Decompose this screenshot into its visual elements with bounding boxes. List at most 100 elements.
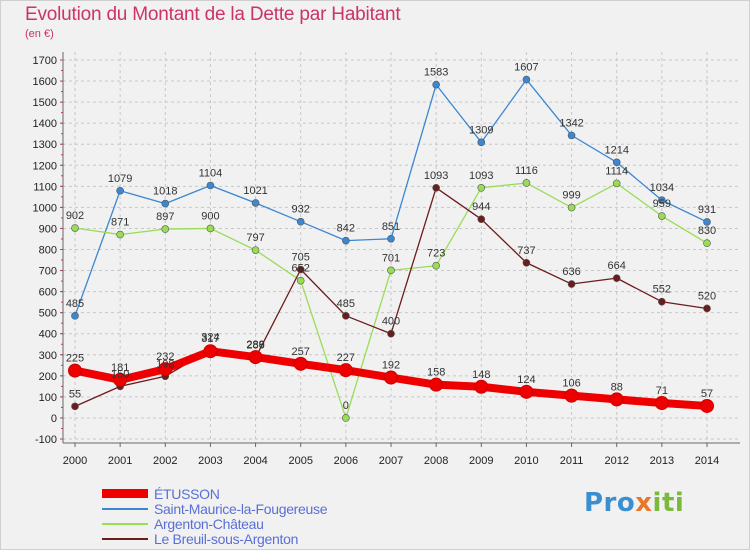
- data-point: [71, 312, 79, 320]
- data-label: 225: [66, 353, 84, 365]
- chart-subtitle: (en €): [25, 28, 54, 40]
- data-point: [338, 363, 353, 378]
- data-label: 932: [292, 204, 310, 216]
- x-tick-label: 2000: [63, 455, 87, 467]
- data-point: [703, 304, 711, 313]
- proxiti-logo: Proxiti: [584, 488, 685, 518]
- data-point: [342, 312, 350, 320]
- data-label: 55: [69, 388, 81, 400]
- x-tick-label: 2008: [424, 455, 448, 467]
- data-point: [474, 379, 489, 394]
- y-tick-label: 200: [39, 371, 57, 383]
- data-point: [342, 414, 350, 422]
- data-label: 652: [292, 263, 310, 275]
- data-label: 485: [337, 298, 355, 310]
- y-tick-label: 1200: [33, 160, 57, 172]
- y-tick-label: 400: [39, 329, 57, 341]
- data-label: 1342: [559, 117, 583, 129]
- data-point: [113, 372, 128, 387]
- y-tick-label: -100: [35, 434, 57, 446]
- data-label: 148: [472, 369, 490, 381]
- data-label: 124: [517, 374, 535, 386]
- data-label: 150: [111, 368, 129, 380]
- data-label: 701: [382, 252, 400, 264]
- data-point: [116, 230, 124, 239]
- data-point: [293, 356, 308, 371]
- data-label: 257: [292, 346, 310, 358]
- y-tick-label: 900: [39, 223, 57, 235]
- data-label: 227: [337, 352, 355, 364]
- legend-label: ÉTUSSON: [154, 485, 220, 502]
- x-tick-label: 2010: [514, 455, 538, 467]
- data-point: [567, 203, 576, 212]
- data-label: 1018: [153, 186, 177, 198]
- data-label: 485: [66, 298, 84, 310]
- data-label: 705: [292, 252, 310, 264]
- data-point: [161, 225, 170, 233]
- data-label: 1079: [108, 173, 132, 185]
- data-label: 232: [156, 351, 174, 363]
- data-point: [658, 212, 666, 220]
- x-tick-label: 2014: [695, 455, 719, 467]
- data-point: [248, 350, 263, 365]
- data-point: [609, 392, 624, 407]
- data-point: [68, 363, 82, 378]
- y-tick-label: 1300: [33, 139, 57, 151]
- data-label: 1021: [243, 185, 267, 197]
- data-point: [658, 196, 666, 205]
- data-point: [477, 138, 486, 147]
- data-label: 1034: [650, 182, 674, 194]
- y-tick-label: 1400: [33, 118, 57, 130]
- x-tick-label: 2013: [650, 455, 674, 467]
- x-tick-label: 2002: [153, 455, 177, 467]
- data-label: 317: [201, 333, 219, 345]
- data-point: [296, 265, 305, 274]
- data-point: [654, 395, 669, 410]
- x-tick-label: 2006: [334, 455, 358, 467]
- data-point: [71, 402, 79, 411]
- data-point: [612, 274, 621, 282]
- data-label: 842: [337, 223, 355, 235]
- data-point: [251, 199, 260, 207]
- x-tick-label: 2009: [469, 455, 493, 467]
- data-label: 181: [111, 362, 129, 374]
- data-label: 1583: [424, 67, 448, 79]
- x-tick-label: 2001: [108, 455, 132, 467]
- data-label: 830: [698, 225, 716, 237]
- legend-item: Saint-Maurice-la-Fougereuse: [102, 500, 328, 517]
- data-label: 737: [517, 245, 535, 257]
- data-label: 1607: [514, 62, 538, 74]
- data-label: 198: [156, 358, 174, 370]
- data-label: 797: [246, 232, 264, 244]
- legend-swatch: [102, 507, 148, 510]
- data-point: [342, 236, 350, 245]
- data-label: 71: [656, 385, 668, 397]
- y-tick-label: 1700: [33, 55, 57, 67]
- data-label: 871: [111, 217, 129, 229]
- data-point: [203, 344, 218, 359]
- data-label: 1093: [469, 170, 493, 182]
- legend-item: Argenton-Château: [102, 516, 327, 532]
- data-point: [429, 377, 444, 392]
- data-point: [522, 258, 531, 267]
- y-tick-label: 0: [51, 413, 57, 425]
- data-point: [71, 224, 79, 232]
- data-label: 400: [382, 316, 400, 328]
- x-tick-label: 2003: [198, 455, 222, 467]
- data-point: [567, 131, 576, 140]
- legend: ÉTUSSON Saint-Maurice-la-Fougereuse Argent…: [102, 485, 328, 547]
- legend-label: Le Breuil-sous-Argenton: [154, 530, 299, 547]
- data-point: [161, 199, 170, 208]
- data-label: 552: [653, 284, 671, 296]
- legend-label: Saint-Maurice-la-Fougereuse: [154, 500, 328, 517]
- y-tick-label: 600: [39, 287, 57, 299]
- data-point: [116, 186, 124, 195]
- x-tick-label: 2007: [379, 455, 403, 467]
- data-label: 902: [66, 210, 84, 222]
- data-point: [387, 266, 395, 275]
- data-label: 158: [427, 367, 445, 379]
- data-label: 88: [611, 381, 623, 393]
- data-label: 1116: [515, 165, 538, 177]
- data-point: [206, 224, 215, 233]
- data-point: [251, 246, 260, 254]
